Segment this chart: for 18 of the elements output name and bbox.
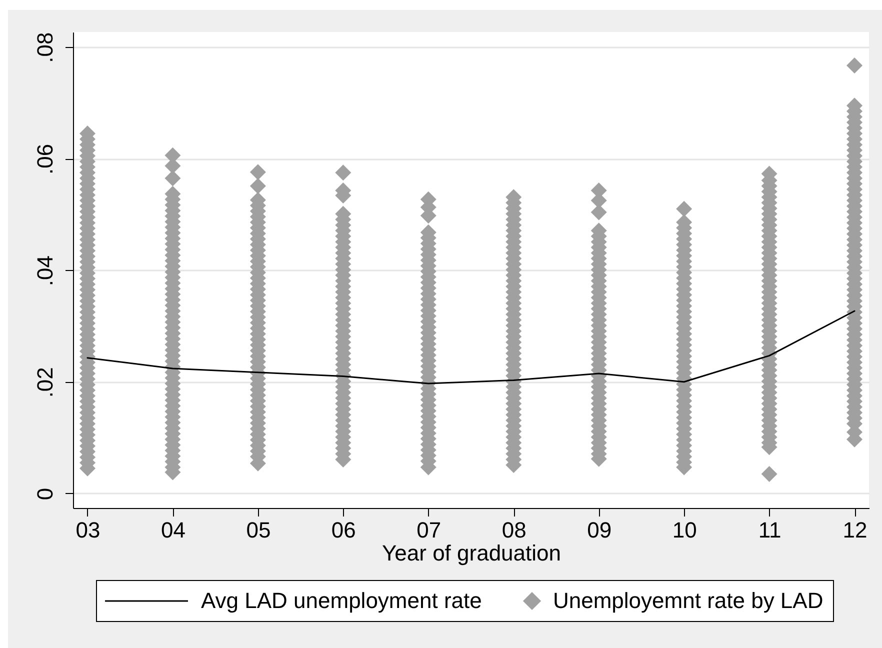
x-tick-label: 03 [76, 518, 100, 542]
x-tick-label: 05 [246, 518, 271, 542]
y-tick-label: .02 [32, 367, 58, 398]
legend-label: Unemployemnt rate by LAD [553, 588, 824, 613]
x-tick-label: 08 [502, 518, 526, 542]
x-tick-label: 10 [672, 518, 697, 542]
y-tick-label: 0 [32, 488, 58, 500]
y-tick-label: .06 [32, 144, 58, 174]
x-tick-label: 04 [160, 518, 186, 542]
x-tick-label: 12 [842, 518, 868, 542]
x-tick-label: 06 [331, 518, 356, 542]
x-tick-label: 07 [416, 518, 442, 542]
x-tick-label: 09 [587, 518, 612, 542]
x-tick-label: 11 [758, 518, 782, 542]
legend-label: Avg LAD unemployment rate [201, 588, 482, 613]
y-tick-label: .04 [32, 255, 58, 286]
y-tick-label: .08 [32, 32, 58, 63]
x-axis-title: Year of graduation [382, 540, 561, 566]
